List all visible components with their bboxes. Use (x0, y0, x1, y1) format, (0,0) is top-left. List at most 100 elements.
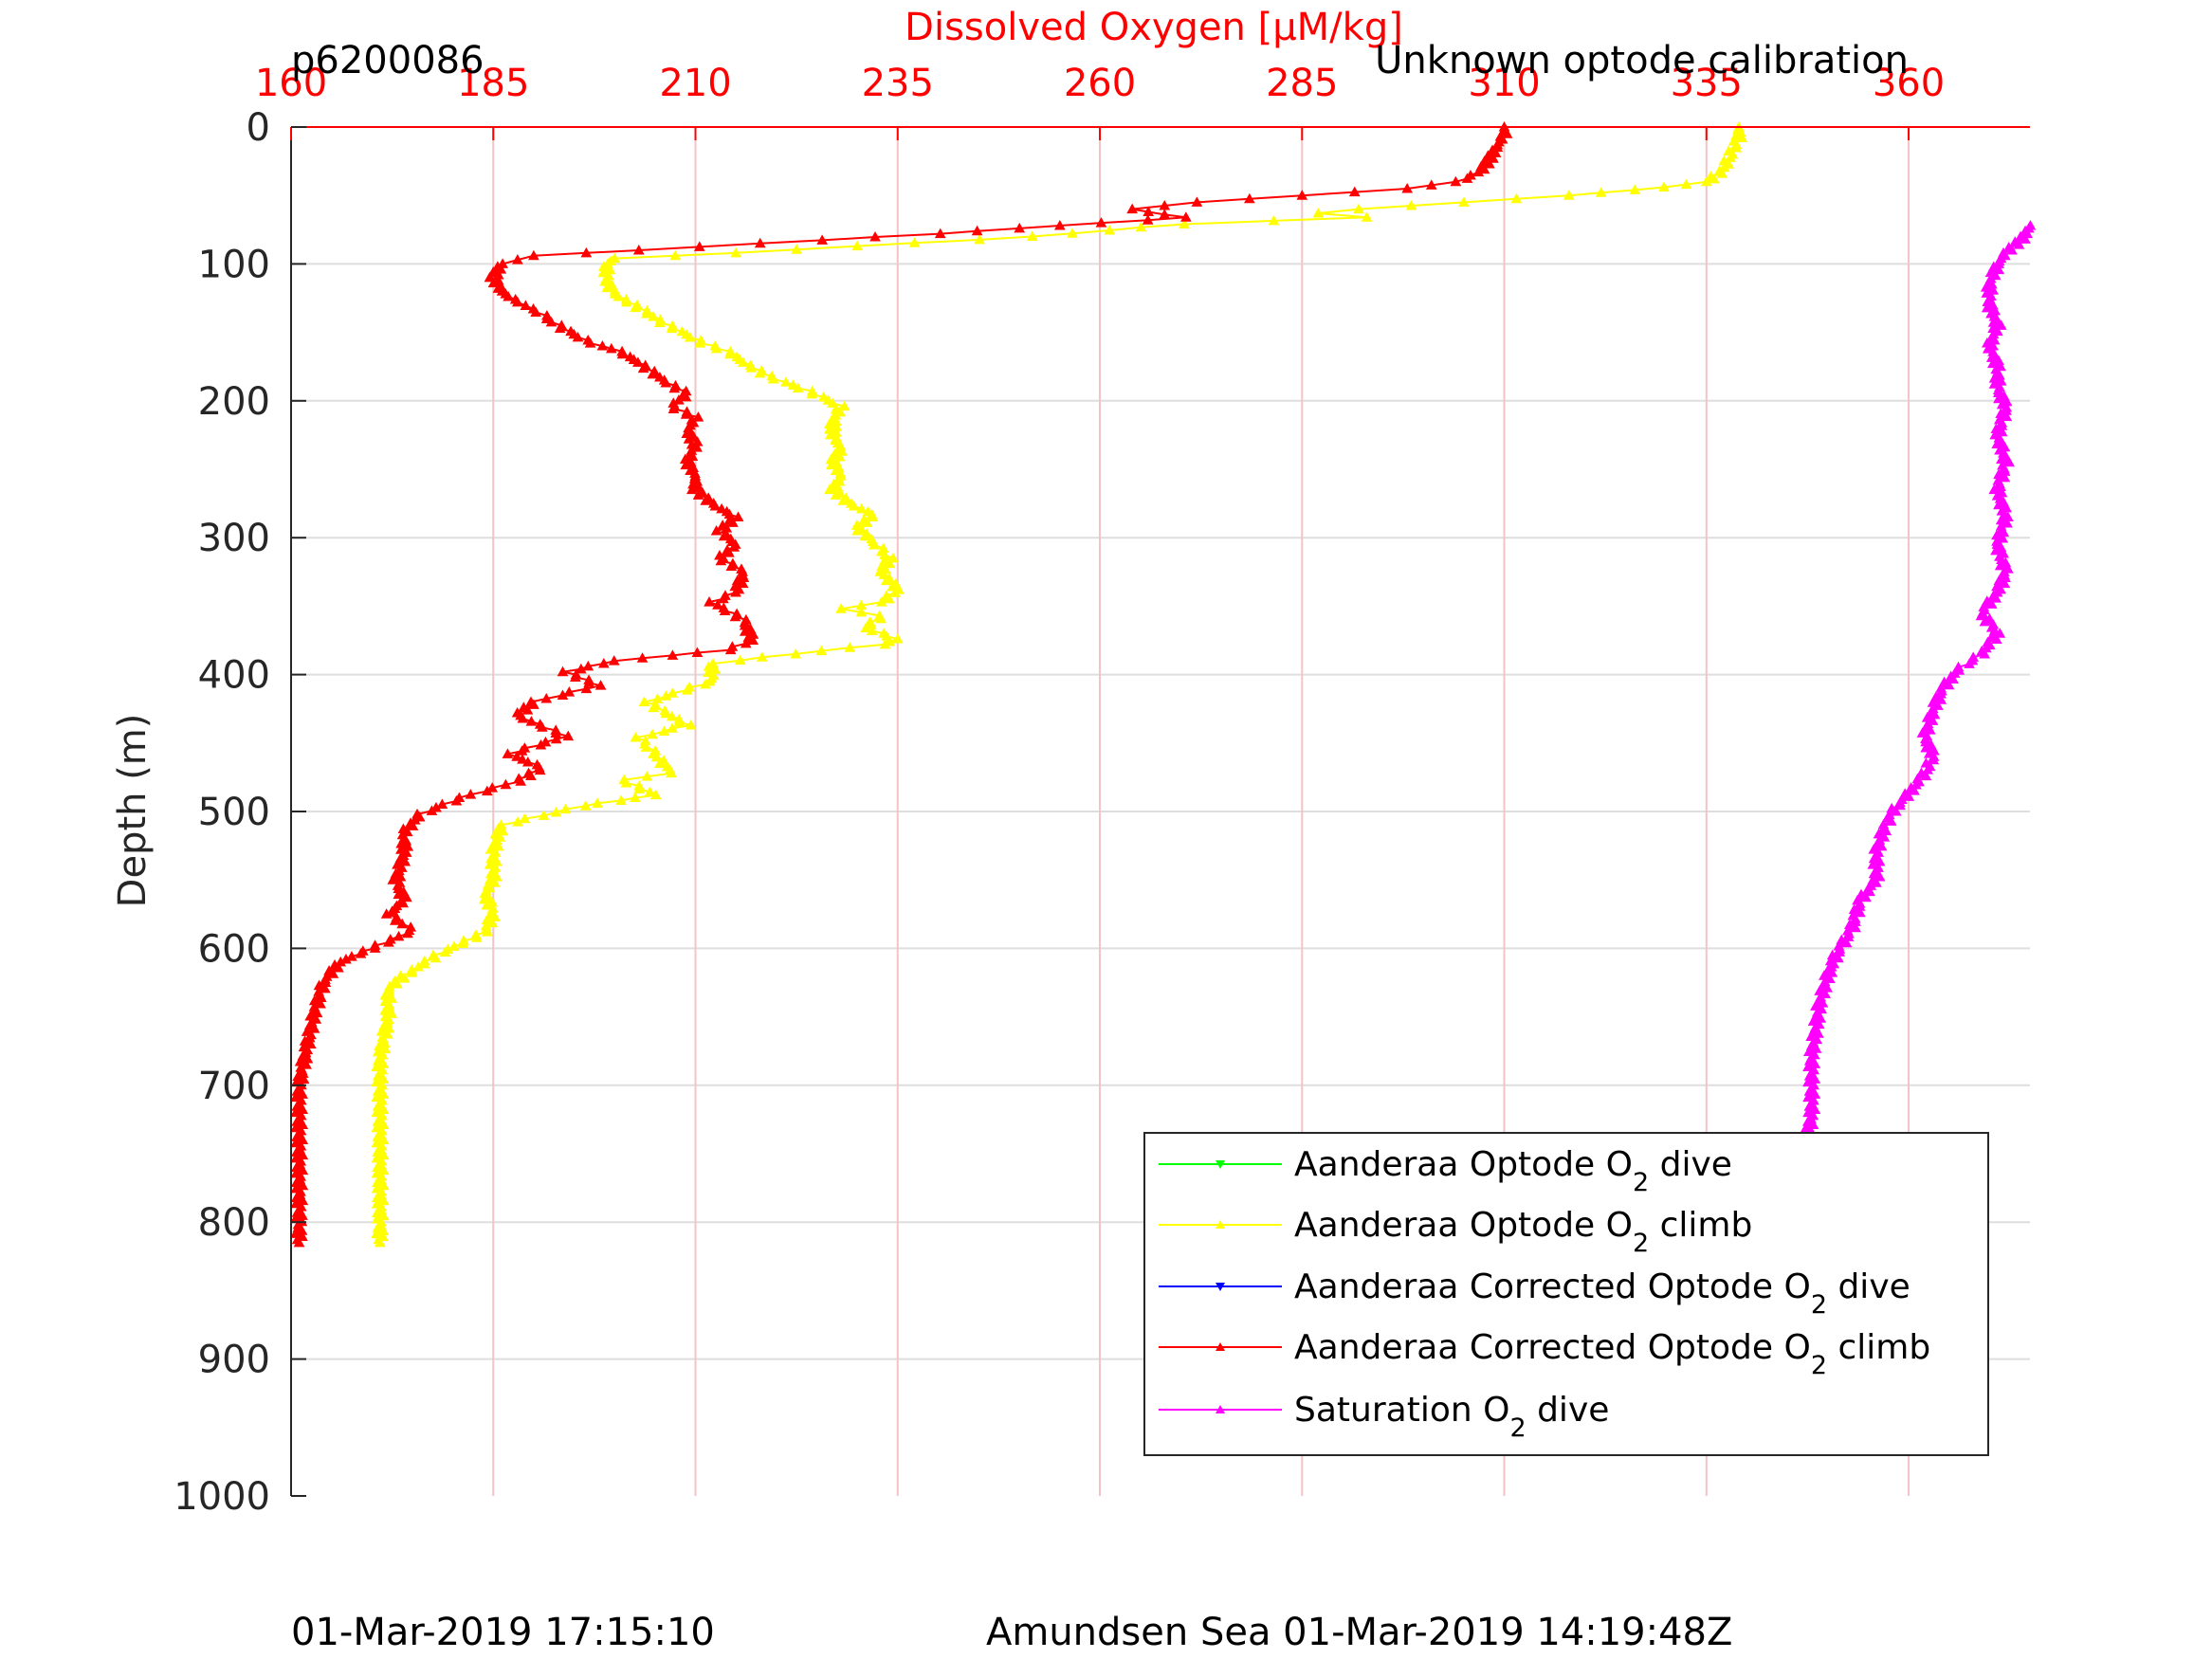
data-point (1928, 754, 1940, 765)
data-point (1993, 264, 2005, 275)
legend-box (1143, 1132, 1989, 1456)
data-point (418, 957, 430, 969)
data-point (580, 246, 593, 258)
data-point (716, 502, 727, 514)
data-point (669, 249, 682, 261)
data-point (974, 233, 985, 245)
data-point (667, 722, 678, 733)
x-tick-label: 360 (1873, 62, 1945, 105)
data-point (1860, 891, 1872, 902)
data-point (301, 1059, 312, 1069)
data-point (515, 775, 527, 786)
data-point (1191, 196, 1203, 207)
data-point (648, 311, 660, 321)
data-point (686, 483, 698, 495)
data-point (680, 409, 692, 419)
data-point (666, 710, 678, 721)
legend-entry-2: Aanderaa Corrected Optode O2 dive (1159, 1267, 1910, 1320)
data-point (887, 552, 899, 563)
data-point (971, 225, 983, 236)
data-point (1932, 700, 1944, 710)
data-point (601, 282, 613, 293)
data-point (684, 331, 696, 342)
data-point (838, 400, 850, 411)
data-point (1510, 192, 1523, 204)
data-point (304, 1038, 317, 1048)
legend-swatch-marker (1216, 1283, 1225, 1291)
data-point (1425, 179, 1437, 190)
data-point (1964, 658, 1975, 668)
data-point (512, 816, 523, 827)
data-point (1920, 770, 1932, 781)
data-point (319, 982, 331, 994)
data-point (718, 530, 730, 541)
data-point (1981, 301, 1993, 313)
data-point (517, 712, 529, 723)
data-point (500, 778, 512, 790)
data-point (535, 738, 547, 750)
data-point (1979, 615, 1991, 627)
data-point (1988, 483, 2001, 495)
data-point (481, 899, 493, 910)
data-point (737, 577, 749, 589)
data-point (2001, 410, 2013, 422)
data-point (1312, 207, 1325, 218)
data-point (528, 699, 539, 709)
data-point (1563, 190, 1575, 200)
data-point (572, 331, 584, 342)
data-point (647, 368, 659, 379)
y-tick-label: 100 (198, 243, 270, 286)
data-point (1361, 211, 1373, 222)
data-point (538, 810, 550, 820)
data-point (837, 495, 850, 505)
data-point (562, 730, 575, 741)
data-point (371, 1061, 382, 1072)
data-point (740, 637, 752, 648)
top-left-label: p6200086 (291, 39, 484, 82)
tick-labels: 160 185 210 235 260 285 310 335 360 0 100 200 300 400… (174, 62, 1945, 1519)
data-point (1833, 952, 1844, 963)
data-point (680, 459, 692, 470)
data-point (867, 511, 879, 522)
data-point (1405, 200, 1417, 210)
data-point (1296, 190, 1308, 200)
data-point (1348, 186, 1361, 197)
data-point (1982, 343, 1994, 354)
data-point (658, 725, 670, 737)
y-tick-label: 0 (247, 106, 270, 150)
axes (290, 126, 2030, 1497)
data-point (728, 541, 740, 552)
data-point (667, 649, 679, 660)
data-point (660, 376, 672, 388)
data-point (1014, 222, 1026, 233)
data-point (1920, 741, 1932, 753)
data-point (739, 626, 751, 636)
data-point (692, 411, 704, 422)
x-tick-label: 160 (255, 62, 327, 105)
data-point (2013, 239, 2025, 249)
x-tick-label: 260 (1064, 62, 1136, 105)
data-point (1458, 196, 1470, 207)
data-point (880, 574, 892, 586)
data-point (371, 1106, 383, 1118)
data-point (756, 651, 768, 662)
grid (291, 127, 2030, 1496)
data-point (855, 502, 868, 514)
data-point (1994, 559, 2006, 571)
data-point (584, 337, 596, 348)
data-point (1461, 173, 1473, 183)
data-point (1947, 673, 1959, 684)
data-point (606, 342, 617, 354)
data-point (884, 557, 896, 569)
data-point (653, 757, 666, 768)
data-point (1993, 392, 2004, 404)
data-point (1890, 805, 1902, 816)
data-point (1488, 153, 1499, 163)
data-point (412, 960, 425, 972)
data-point (369, 942, 381, 953)
data-point (826, 459, 837, 470)
series-layer (289, 120, 2037, 1248)
y-tick-label: 200 (198, 380, 270, 424)
data-point (724, 644, 737, 655)
data-point (2006, 244, 2018, 255)
